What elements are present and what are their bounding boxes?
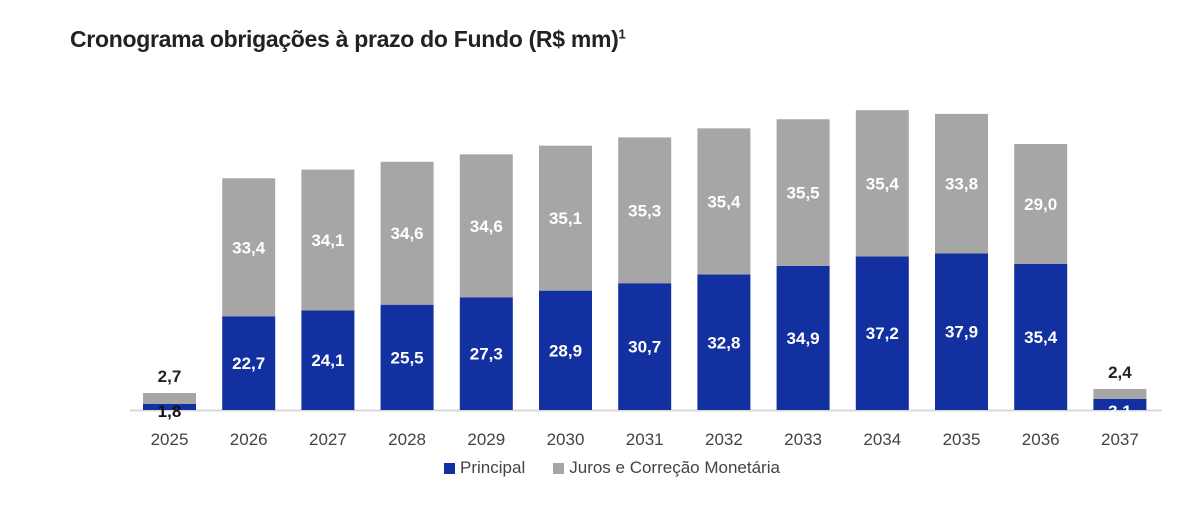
data-label-principal-2029: 27,3 [470,345,503,364]
bar-principal-2034 [855,256,909,410]
bar-principal-2035 [935,253,988,410]
bar-juros-2035 [935,113,988,254]
bar-principal-2026 [222,316,276,410]
bar-juros-2025 [143,393,196,404]
x-tick-label-2027: 2027 [309,430,347,449]
data-label-principal-2028: 25,5 [391,348,424,367]
data-label-principal-2033: 34,9 [787,329,820,348]
bar-juros-2033 [776,119,830,266]
bar-principal-2029 [459,297,513,410]
bar-principal-2033 [776,265,830,410]
x-tick-label-2030: 2030 [547,430,585,449]
legend: Principal Juros e Correção Monetária [0,458,1204,478]
bar-principal-2030 [539,290,592,410]
bar-principal-2028 [380,304,434,410]
data-label-principal-2036: 35,4 [1024,328,1058,347]
legend-swatch-juros [553,462,565,474]
bar-juros-2027 [301,169,355,311]
x-tick-label-2029: 2029 [467,430,505,449]
data-label-juros-2026: 33,4 [232,238,266,257]
x-tick-label-2028: 2028 [388,430,426,449]
data-label-principal-2027: 24,1 [311,351,344,370]
data-label-juros-2037: 2,4 [1108,363,1132,382]
data-label-principal-2032: 32,8 [707,333,740,352]
bar-juros-2037 [1093,389,1147,399]
x-tick-label-2032: 2032 [705,430,743,449]
bar-juros-2030 [539,145,592,291]
x-tick-label-2026: 2026 [230,430,268,449]
bar-juros-2031 [618,137,672,284]
x-tick-label-2037: 2037 [1101,430,1139,449]
bar-juros-2029 [459,154,513,298]
data-label-principal-2037: 3,1 [1108,402,1132,421]
data-label-principal-2035: 37,9 [945,323,978,342]
chart-title: Cronograma obrigações à prazo do Fundo (… [70,26,626,53]
x-tick-label-2034: 2034 [863,430,901,449]
data-label-principal-2030: 28,9 [549,341,582,360]
legend-label-principal: Principal [460,458,526,477]
bar-juros-2034 [855,110,909,257]
bar-juros-2028 [380,161,434,305]
x-tick-label-2025: 2025 [151,430,189,449]
bar-principal-2036 [1014,263,1068,410]
data-label-juros-2030: 35,1 [549,209,582,228]
data-label-principal-2026: 22,7 [232,354,265,373]
bar-juros-2026 [222,178,276,317]
x-tick-label-2031: 2031 [626,430,664,449]
data-label-juros-2033: 35,5 [787,184,820,203]
bar-principal-2037 [1093,399,1147,410]
data-label-juros-2034: 35,4 [866,174,900,193]
bar-principal-2031 [618,283,672,410]
title-footnote: 1 [618,26,626,42]
data-label-juros-2036: 29,0 [1024,195,1057,214]
legend-label-juros: Juros e Correção Monetária [569,458,780,477]
x-tick-label-2035: 2035 [943,430,981,449]
data-label-juros-2032: 35,4 [707,192,741,211]
data-label-juros-2028: 34,6 [391,224,424,243]
legend-swatch-principal [444,462,456,474]
data-label-principal-2031: 30,7 [628,338,661,357]
x-tick-label-2033: 2033 [784,430,822,449]
data-label-juros-2029: 34,6 [470,217,503,236]
data-label-juros-2035: 33,8 [945,175,978,194]
data-label-juros-2027: 34,1 [311,231,344,250]
bar-principal-2032 [697,274,751,410]
chart-title-text: Cronograma obrigações à prazo do Fundo (… [70,26,619,52]
data-label-principal-2034: 37,2 [866,324,899,343]
bar-juros-2032 [697,128,751,275]
data-label-juros-2031: 35,3 [628,201,661,220]
data-label-juros-2025: 2,7 [158,367,182,386]
bar-principal-2025 [143,404,196,410]
bar-juros-2036 [1014,144,1068,264]
x-tick-label-2036: 2036 [1022,430,1060,449]
legend-item-principal: Principal [444,458,525,478]
legend-item-juros: Juros e Correção Monetária [553,458,780,478]
data-label-principal-2025: 1,8 [158,402,182,421]
bar-principal-2027 [301,310,355,410]
